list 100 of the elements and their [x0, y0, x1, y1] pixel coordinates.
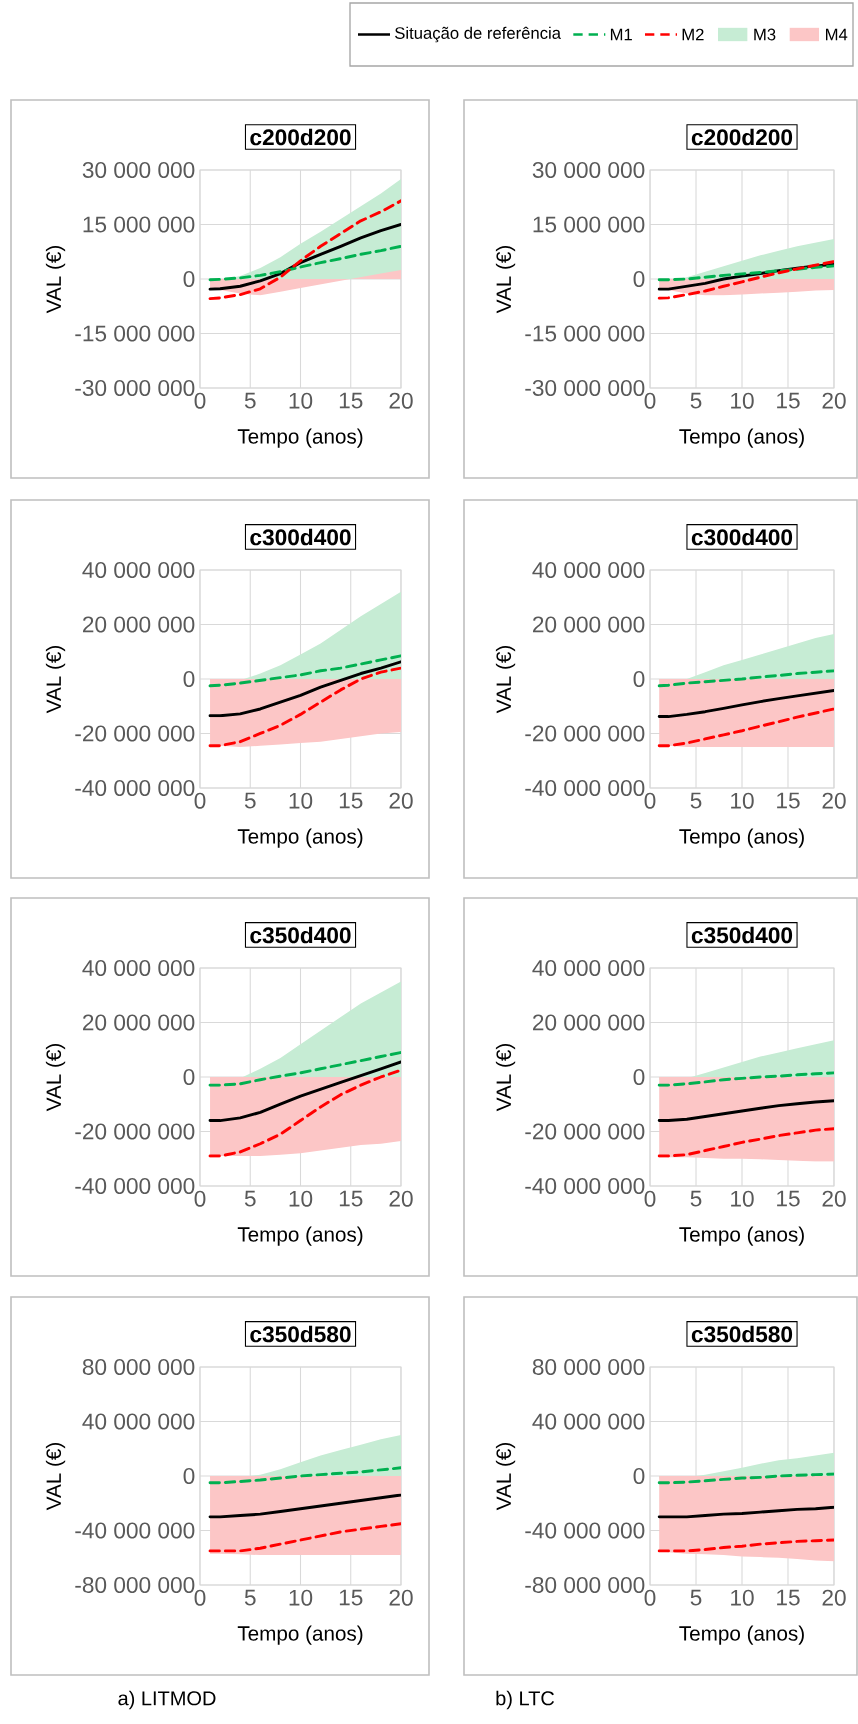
- x-tick-label: 5: [690, 792, 702, 809]
- y-tick-label: -20 000 000: [75, 725, 195, 742]
- y-axis-title: VAL (€): [495, 646, 516, 714]
- x-tick-label: 20: [389, 792, 413, 809]
- y-tick-label: 80 000 000: [532, 1358, 645, 1376]
- x-axis-title: Tempo (anos): [679, 828, 804, 848]
- x-tick-label: 5: [244, 1190, 256, 1207]
- y-tick-label: 20 000 000: [82, 1014, 195, 1031]
- x-tick-label: 5: [244, 392, 256, 409]
- x-tick-label: 20: [822, 1190, 846, 1207]
- y-tick-label: -40 000 000: [75, 779, 195, 797]
- x-tick-label: 10: [289, 392, 313, 409]
- x-tick-label: 15: [339, 792, 363, 809]
- y-tick-label: 20 000 000: [533, 1014, 645, 1031]
- x-tick-label: 0: [644, 392, 656, 409]
- x-tick-label: 20: [389, 392, 413, 409]
- chart-title: c350d400: [691, 926, 793, 944]
- y-tick-label: 0: [183, 1068, 195, 1086]
- x-tick-label: 10: [731, 392, 754, 409]
- y-tick-label: -30 000 000: [75, 379, 195, 397]
- line-series: [657, 1472, 834, 1485]
- chart-title: c300d400: [250, 528, 351, 546]
- chart-title: c350d580: [250, 1325, 351, 1343]
- x-axis-title: Tempo (anos): [679, 1226, 804, 1246]
- x-tick-label: 20: [822, 792, 846, 809]
- y-tick-label: 20 000 000: [82, 616, 195, 633]
- line-series: [208, 244, 401, 282]
- legend-label: M2: [682, 28, 704, 41]
- chart-title: c200d200: [250, 128, 351, 146]
- y-tick-label: 0: [183, 670, 195, 688]
- y-axis-title: VAL (€): [45, 246, 66, 314]
- y-tick-label: -40 000 000: [75, 1177, 195, 1195]
- x-tick-label: 10: [731, 1190, 754, 1207]
- line-series: [657, 1127, 834, 1158]
- y-tick-label: 40 000 000: [82, 1413, 195, 1430]
- y-axis-title: VAL (€): [495, 1443, 516, 1511]
- x-tick-label: 20: [822, 392, 846, 409]
- line-series: [657, 669, 834, 688]
- y-tick-label: 0: [633, 670, 645, 688]
- y-tick-label: 80 000 000: [82, 1358, 195, 1376]
- legend-label: Situação de referência: [395, 26, 561, 43]
- y-tick-label: 0: [633, 1467, 645, 1485]
- y-tick-label: 30 000 000: [82, 161, 195, 179]
- text: a) LITMOD: [118, 1690, 216, 1710]
- y-tick-label: -40 000 000: [525, 779, 645, 797]
- y-axis-title: VAL (€): [495, 246, 516, 314]
- y-axis-title: VAL (€): [45, 1044, 66, 1112]
- legend-label: M4: [825, 28, 848, 41]
- y-axis-title: VAL (€): [495, 1044, 516, 1112]
- line-series: [657, 264, 834, 282]
- x-tick-label: 0: [194, 392, 206, 409]
- y-tick-label: -20 000 000: [525, 725, 645, 742]
- x-tick-label: 10: [289, 1190, 313, 1207]
- line-series: [208, 666, 401, 748]
- chart-title: c200d200: [691, 128, 793, 146]
- chart-title: c350d580: [691, 1325, 793, 1343]
- legend-label: M3: [754, 28, 776, 41]
- y-tick-label: 40 000 000: [82, 561, 195, 579]
- x-tick-label: 10: [289, 792, 313, 809]
- y-tick-label: -40 000 000: [525, 1177, 645, 1195]
- x-tick-label: 0: [194, 792, 206, 809]
- chart-title: c350d400: [250, 926, 351, 944]
- y-tick-label: 20 000 000: [533, 616, 645, 633]
- x-axis-title: Tempo (anos): [237, 828, 363, 848]
- y-tick-label: 15 000 000: [83, 216, 195, 233]
- x-axis-title: Tempo (anos): [237, 1625, 363, 1645]
- x-tick-label: 5: [244, 1589, 256, 1606]
- x-tick-label: 0: [644, 1190, 656, 1207]
- x-tick-label: 0: [194, 1190, 206, 1207]
- y-axis-title: VAL (€): [45, 646, 66, 714]
- y-tick-label: 40 000 000: [532, 561, 645, 579]
- x-tick-label: 0: [644, 792, 656, 809]
- x-tick-label: 15: [777, 1190, 800, 1207]
- x-tick-label: 15: [339, 392, 363, 409]
- text: b) LTC: [496, 1690, 555, 1710]
- x-tick-label: 10: [731, 1589, 754, 1606]
- x-tick-label: 15: [339, 1589, 363, 1606]
- x-tick-label: 20: [389, 1589, 413, 1606]
- y-tick-label: 30 000 000: [532, 161, 645, 179]
- x-tick-label: 0: [194, 1589, 206, 1606]
- y-tick-label: -80 000 000: [525, 1576, 645, 1594]
- legend-label: M1: [610, 28, 632, 41]
- x-tick-label: 15: [777, 792, 800, 809]
- y-axis-title: VAL (€): [45, 1443, 66, 1511]
- x-tick-label: 20: [822, 1589, 846, 1606]
- x-tick-label: 0: [644, 1589, 656, 1606]
- y-tick-label: -20 000 000: [525, 1123, 645, 1140]
- y-tick-label: 0: [633, 270, 645, 288]
- line-series: [657, 1099, 834, 1123]
- y-tick-label: -40 000 000: [75, 1522, 195, 1539]
- y-tick-label: 0: [183, 1467, 195, 1485]
- x-tick-label: 15: [777, 1589, 800, 1606]
- x-tick-label: 5: [690, 1589, 702, 1606]
- y-tick-label: -80 000 000: [75, 1576, 195, 1594]
- x-tick-label: 20: [389, 1190, 413, 1207]
- y-tick-label: 0: [633, 1068, 645, 1086]
- y-tick-label: 40 000 000: [532, 1413, 645, 1430]
- x-tick-label: 15: [339, 1190, 363, 1207]
- x-axis-title: Tempo (anos): [679, 1625, 804, 1645]
- chart-title: c300d400: [691, 528, 793, 546]
